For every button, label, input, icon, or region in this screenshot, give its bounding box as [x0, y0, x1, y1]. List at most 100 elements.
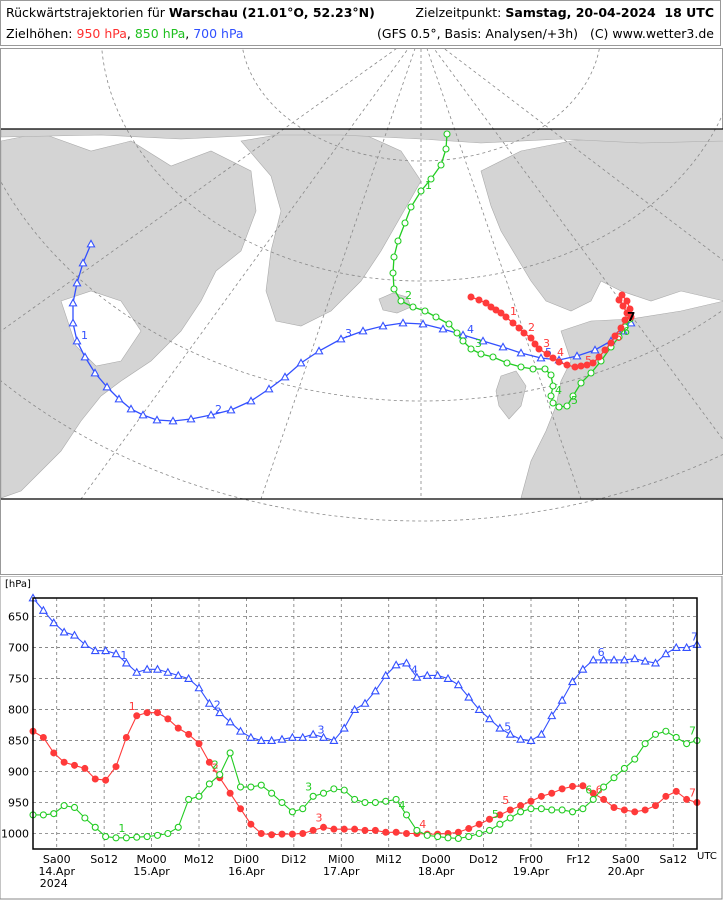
trajectory-point — [68, 318, 78, 327]
data-point — [81, 764, 89, 772]
day-marker-label: 1 — [118, 822, 125, 835]
data-point — [226, 789, 234, 797]
trajectory-point — [621, 316, 629, 324]
data-point — [496, 811, 504, 819]
data-point — [650, 658, 661, 667]
y-tick-label: 650 — [8, 611, 29, 624]
data-point — [517, 808, 525, 816]
trajectory-point — [529, 365, 537, 373]
trajectory-point — [417, 187, 425, 195]
trajectory-day-label: 1 — [510, 305, 517, 318]
data-point — [486, 815, 493, 823]
data-point — [475, 829, 483, 838]
trajectory-point — [583, 361, 591, 369]
data-point — [318, 732, 329, 741]
title: Rückwärtstrajektorien für Warschau (21.0… — [6, 5, 375, 20]
trajectory-point — [623, 297, 631, 305]
data-point — [558, 806, 566, 814]
trajectory-day-label: 5 — [585, 354, 592, 367]
data-point — [277, 734, 287, 743]
trajectory-point — [442, 145, 450, 153]
legend-950: 950 hPa — [76, 26, 127, 41]
data-point — [600, 783, 608, 791]
day-marker-label: 4 — [419, 818, 426, 831]
trajectory-point — [80, 352, 90, 361]
trajectory-point — [536, 353, 546, 362]
trajectory-point — [577, 379, 585, 387]
trajectory-point — [126, 404, 136, 413]
trajectory-point — [68, 298, 78, 307]
data-point — [351, 825, 359, 833]
data-point — [278, 798, 286, 807]
data-point — [454, 834, 462, 843]
day-marker-label: 5 — [502, 794, 509, 807]
y-tick-label: 1000 — [1, 828, 29, 841]
data-point — [682, 642, 692, 652]
data-point — [475, 820, 483, 828]
x-tick-label: Sa12 — [659, 853, 687, 866]
trajectory-point — [547, 371, 555, 379]
day-marker-label: 2 — [212, 759, 219, 772]
data-point — [610, 803, 618, 811]
data-point — [506, 814, 514, 822]
meridian-4 — [420, 30, 582, 500]
trajectory-point — [549, 382, 557, 390]
x-date-label: 14.Apr — [38, 865, 75, 878]
pressure-chart-svg: [hPa] UTC 6507007508008509009501000Sa001… — [0, 575, 723, 900]
data-point — [225, 717, 235, 726]
trajectory-point — [168, 416, 178, 425]
x-date-label: 16.Apr — [228, 865, 265, 878]
trajectory-point — [531, 340, 539, 348]
trajectory-point — [589, 359, 597, 367]
data-point — [236, 783, 245, 791]
data-point — [163, 667, 173, 676]
data-point — [152, 664, 163, 673]
trajectory-map: 123456123456123456 7 — [0, 0, 723, 575]
data-point — [547, 711, 557, 720]
data-point — [185, 730, 193, 738]
data-point — [247, 783, 255, 791]
data-point — [309, 826, 317, 834]
meridian-6 — [0, 30, 422, 332]
data-point — [683, 740, 691, 748]
x-tick-label: Do00 — [422, 853, 451, 866]
data-point — [39, 733, 47, 741]
x-date-label: 17.Apr — [323, 865, 360, 878]
data-point — [195, 740, 203, 748]
data-point — [112, 763, 120, 771]
header: Rückwärtstrajektorien für Warschau (21.0… — [0, 0, 721, 46]
data-point — [257, 781, 265, 789]
plot-frame — [32, 597, 698, 850]
data-point — [558, 785, 566, 793]
trajectories: 123456123456123456 — [68, 130, 636, 425]
trajectory-point — [563, 402, 571, 410]
data-point — [505, 729, 515, 738]
location-coords: (21.01°O, 52.23°N) — [241, 5, 375, 20]
x-year-label: 2024 — [40, 877, 68, 890]
data-point — [412, 672, 422, 681]
trajectory-point — [627, 313, 635, 321]
trajectory-point — [418, 319, 428, 328]
data-point — [672, 787, 680, 795]
trajectory-point — [336, 334, 346, 343]
trajectory-point — [509, 319, 517, 327]
trajectory-point — [516, 348, 526, 357]
trajectory-point — [390, 285, 398, 293]
trajectory-point — [489, 353, 497, 361]
x-tick-label: Mo00 — [136, 853, 166, 866]
x-date-label: 18.Apr — [418, 865, 455, 878]
trajectory-point — [467, 293, 475, 301]
data-point — [38, 605, 48, 614]
data-point — [329, 735, 339, 744]
x-tick-label: Sa00 — [43, 853, 71, 866]
data-point — [506, 806, 514, 814]
data-point — [133, 833, 141, 841]
meridian-1 — [80, 30, 422, 500]
data-point — [60, 802, 68, 810]
y-tick-label: 700 — [8, 642, 29, 655]
trajectory-point — [78, 258, 88, 267]
target-value: Samstag, 20-04-2024 18 UTC — [505, 5, 714, 20]
data-point — [174, 724, 182, 732]
